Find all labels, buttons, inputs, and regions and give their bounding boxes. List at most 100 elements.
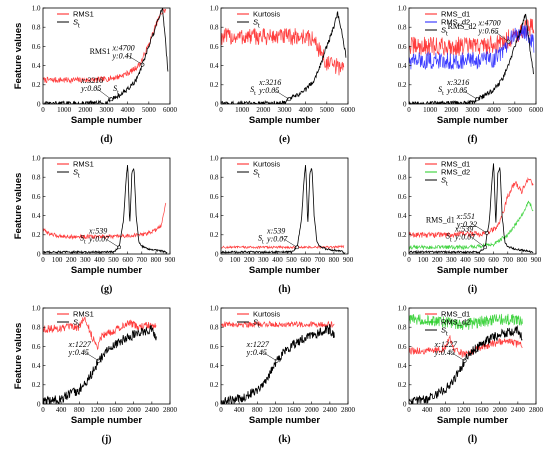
y-tick-label: 0.6 <box>210 193 219 201</box>
y-tick-label: 1.0 <box>398 304 407 312</box>
x-tick-label: 2800 <box>529 406 544 414</box>
x-tick-label: 0 <box>219 406 223 414</box>
plot-frame <box>408 307 537 405</box>
series-line-rms-d2 <box>409 200 534 251</box>
x-tick-label: 900 <box>531 256 542 264</box>
chart-panel-f: 0 1000 2000 3000 4000 5000 6000 0 0.2 0.4 0.6 0.8 1.… <box>398 4 544 145</box>
legend-label: RMS1 <box>73 160 94 169</box>
annotation-leader <box>94 86 112 100</box>
annotation-value: x:1227 <box>434 340 458 349</box>
panel-label: (k) <box>278 434 290 445</box>
y-tick-label: 0.2 <box>32 381 41 389</box>
annotation-prefix: St <box>258 233 264 245</box>
annotation-value: y:0.45 <box>434 348 455 357</box>
x-tick-label: 1200 <box>456 406 471 414</box>
series-line-rms-d2 <box>409 313 523 331</box>
series-line-s-t <box>43 164 168 254</box>
annotation-value: y:0.07 <box>454 232 476 241</box>
x-tick-label: 1600 <box>475 406 490 414</box>
annotation-value: x:4700 <box>477 19 500 28</box>
y-tick-label: 0.2 <box>32 81 41 89</box>
y-tick-label: 0.4 <box>32 62 41 70</box>
legend-label: RMS1 <box>73 10 94 19</box>
series-group <box>409 163 534 254</box>
x-tick-label: 400 <box>56 406 67 414</box>
x-tick-label: 1200 <box>268 406 283 414</box>
x-tick-label: 200 <box>66 256 77 264</box>
x-tick-label: 600 <box>122 256 133 264</box>
x-tick-label: 300 <box>258 256 269 264</box>
y-tick-label: 0.8 <box>398 24 407 32</box>
y-tick-label: 0.4 <box>398 362 407 370</box>
series-line-rms-d2 <box>409 24 535 71</box>
legend-label: Kurtosis <box>253 310 280 319</box>
x-tick-label: 400 <box>234 406 245 414</box>
annotation-prefix: St <box>446 231 452 243</box>
y-tick-label: 0.2 <box>398 231 407 239</box>
x-tick-label: 1000 <box>235 106 250 114</box>
series-line-s-t <box>409 324 523 404</box>
y-tick-label: 0.4 <box>210 212 219 220</box>
y-tick-label: 1.0 <box>398 154 407 162</box>
annotation-leader <box>460 88 478 100</box>
x-tick-label: 500 <box>474 256 485 264</box>
x-tick-label: 200 <box>244 256 255 264</box>
y-tick-label: 0.2 <box>32 231 41 239</box>
y-tick-label: 0.6 <box>32 193 41 201</box>
legend-label: St <box>253 18 260 30</box>
x-tick-label: 0 <box>219 106 223 114</box>
x-tick-label: 2000 <box>78 106 93 114</box>
panel-label: (f) <box>468 134 478 145</box>
x-tick-label: 800 <box>440 406 451 414</box>
annotation-value: x:1227 <box>68 340 92 349</box>
annotation-prefix: St <box>438 85 444 97</box>
legend-label: RMS_d1 <box>441 310 470 319</box>
y-tick-label: 1.0 <box>210 4 219 12</box>
y-tick-label: 0 <box>37 100 41 108</box>
annotation-value: x:1227 <box>246 340 270 349</box>
legend-label: St <box>73 318 80 330</box>
annotation-label: RMS_d2 <box>448 22 477 31</box>
annotation-leader <box>280 237 298 248</box>
x-tick-label: 600 <box>300 256 311 264</box>
x-tick-label: 100 <box>230 256 241 264</box>
x-tick-label: 400 <box>422 406 433 414</box>
y-tick-label: 0 <box>37 250 41 258</box>
annotation-value: x:3216 <box>258 78 281 87</box>
series-group <box>409 13 535 104</box>
legend-label: St <box>441 26 448 38</box>
y-tick-label: 1.0 <box>210 154 219 162</box>
x-tick-label: 0 <box>407 256 411 264</box>
y-tick-label: 0.6 <box>210 43 219 51</box>
x-tick-label: 300 <box>446 256 457 264</box>
x-tick-label: 5000 <box>142 106 157 114</box>
series-line-rms1 <box>43 202 167 240</box>
legend-label: St <box>253 318 260 330</box>
x-tick-label: 700 <box>503 256 514 264</box>
annotation-value: y:0.45 <box>68 348 89 357</box>
x-tick-label: 700 <box>315 256 326 264</box>
series-line-rms-d1 <box>409 335 523 358</box>
plot-frame <box>220 157 349 255</box>
y-tick-label: 0 <box>403 250 407 258</box>
y-tick-label: 0.6 <box>32 43 41 51</box>
annotation-value: y:0.22 <box>456 220 477 229</box>
annotation-value: x:4700 <box>111 44 134 53</box>
chart-panel-h: 0 100 200 300 400 500 600 700 800 900 0 0.2 0.4 0.6 0.… <box>210 154 354 295</box>
y-tick-label: 0.8 <box>210 324 219 332</box>
legend-label: St <box>441 326 448 338</box>
plot-frame <box>42 157 171 255</box>
panel-label: (e) <box>279 134 290 145</box>
x-tick-label: 100 <box>418 256 429 264</box>
series-group <box>221 320 335 404</box>
y-tick-label: 0.4 <box>398 212 407 220</box>
series-line-s-t <box>409 163 534 254</box>
annotation-leader <box>260 350 277 362</box>
annotation-value: x:539 <box>266 226 285 235</box>
